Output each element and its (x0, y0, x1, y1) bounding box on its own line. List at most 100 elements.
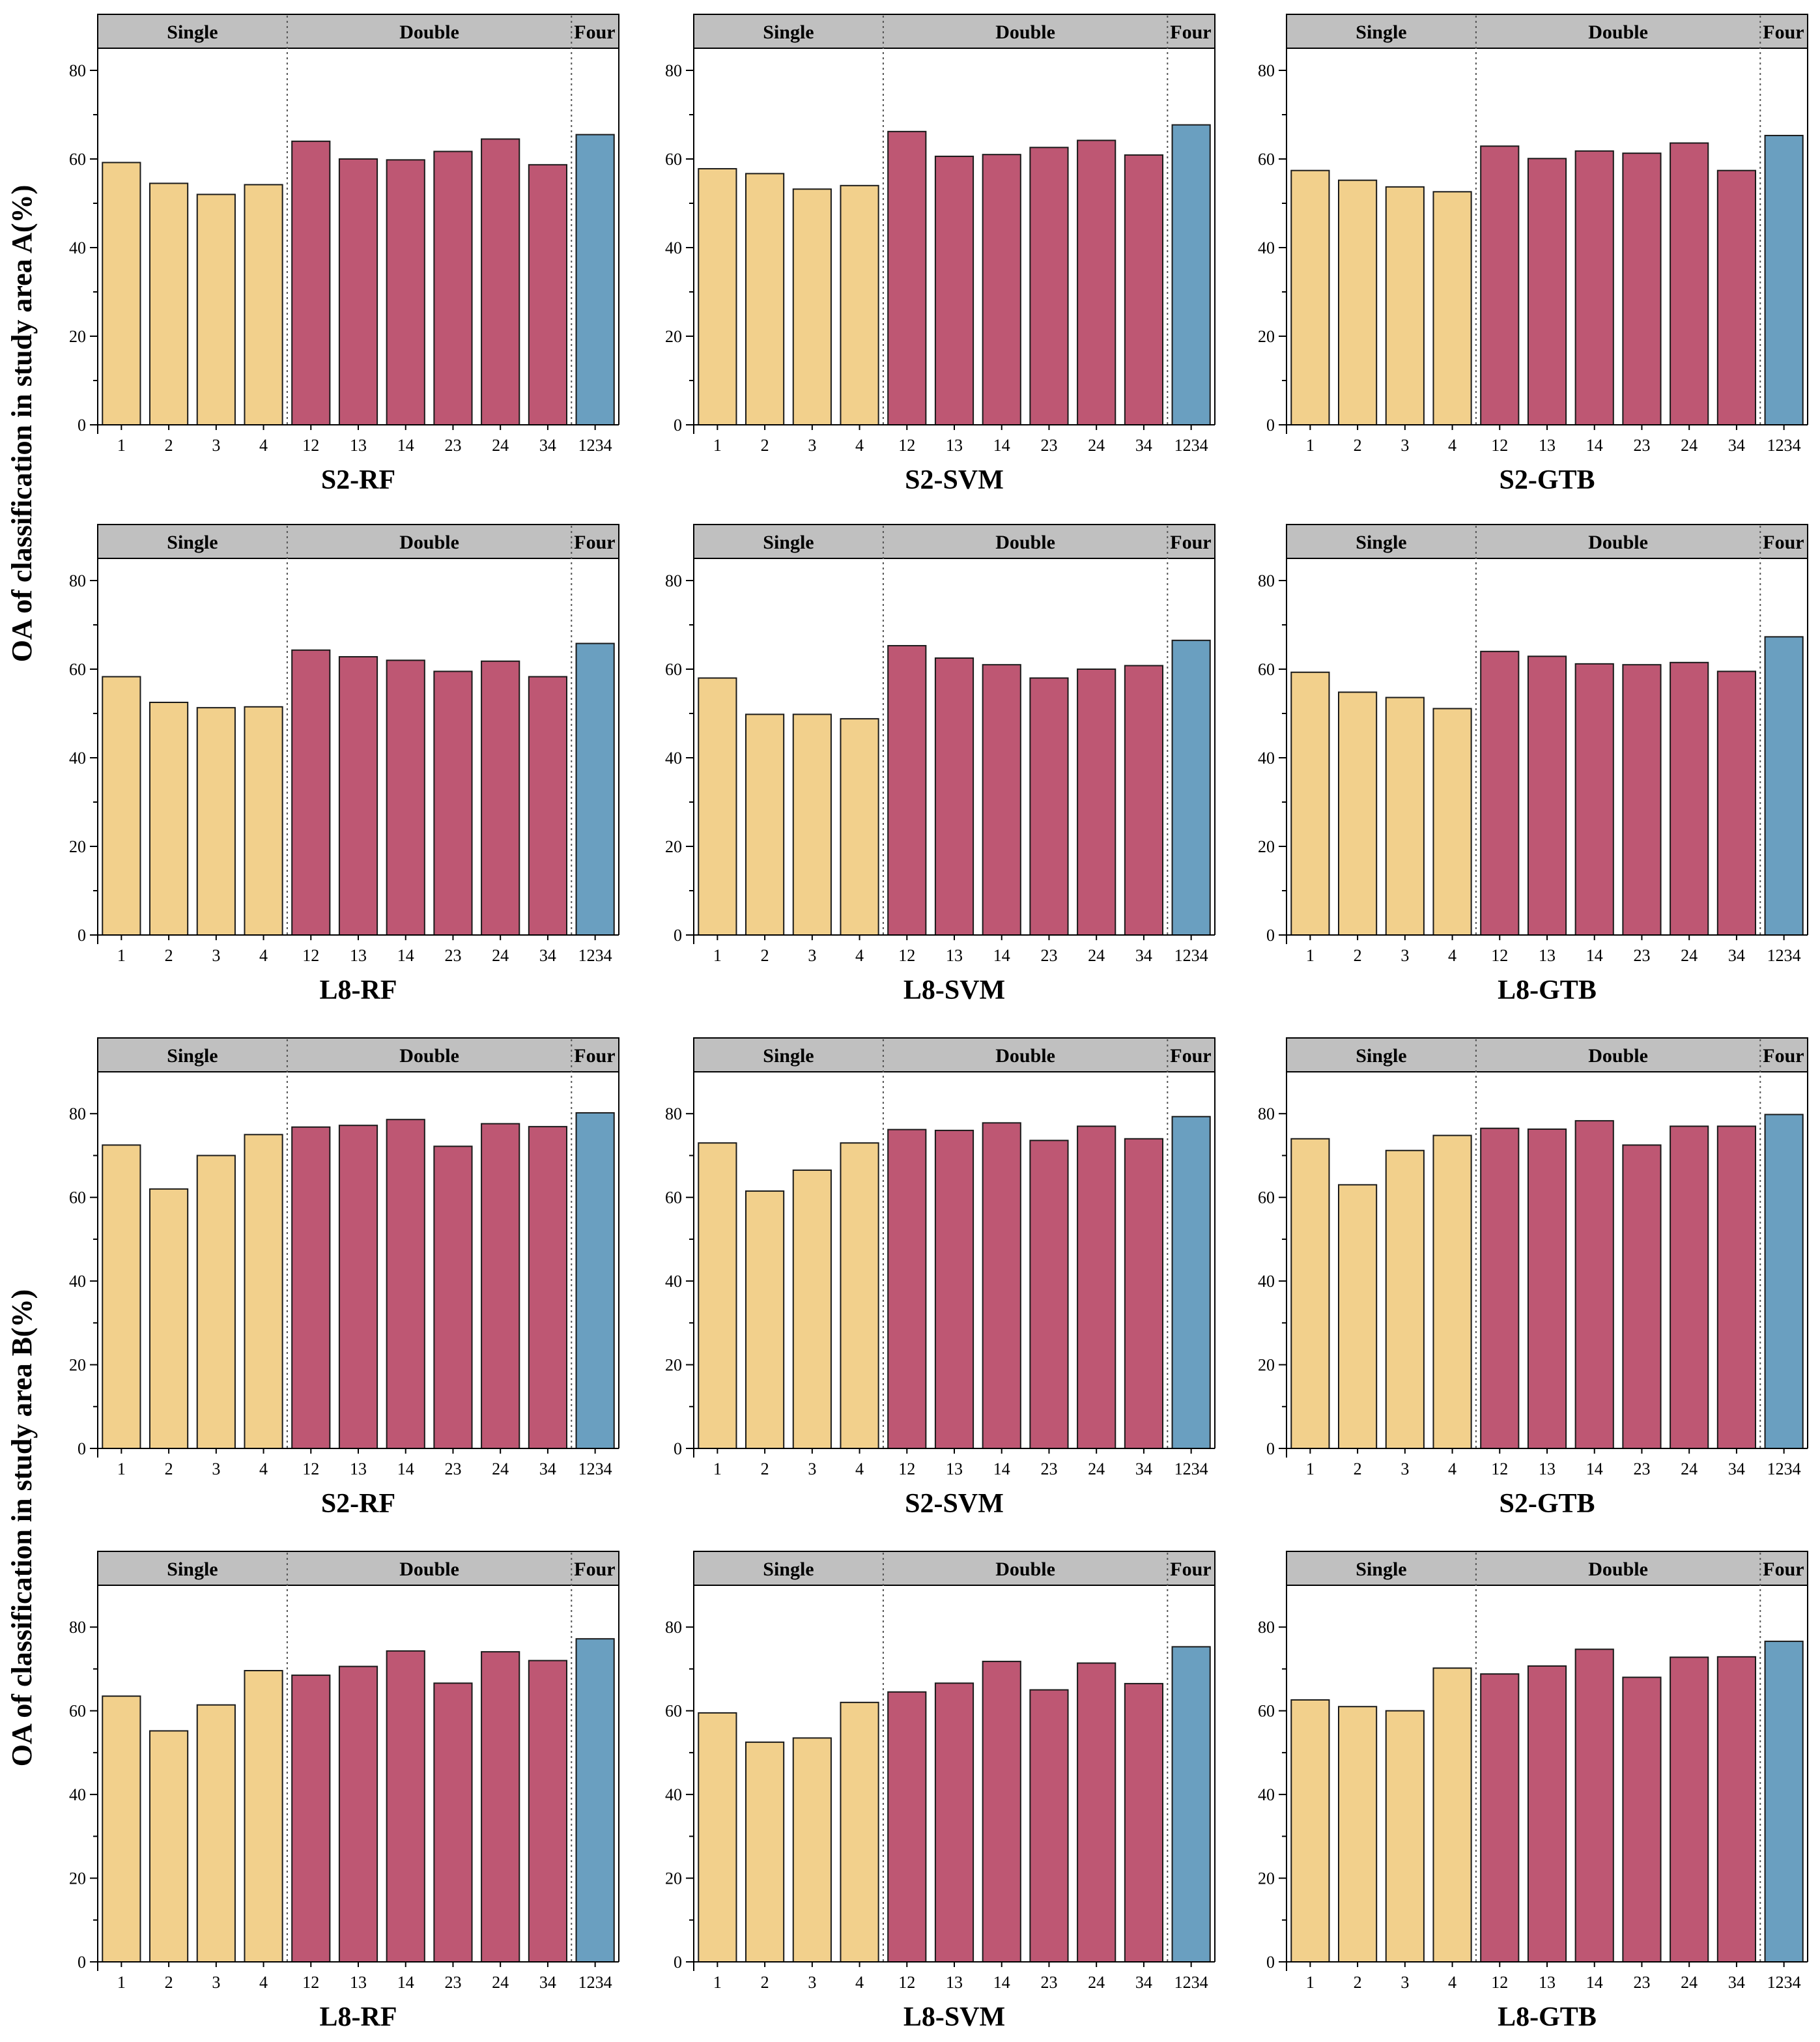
group-label-four: Four (1763, 1559, 1804, 1580)
group-label-double: Double (399, 22, 459, 43)
x-tick-label-2: 2 (1354, 946, 1362, 965)
panel-title: S2-RF (321, 465, 395, 495)
x-tick-label-4: 4 (259, 436, 268, 455)
bar-23 (433, 670, 473, 936)
bar-34 (1124, 154, 1164, 425)
x-tick-label-2: 2 (761, 1460, 769, 1478)
group-header-strip (97, 1551, 619, 1586)
bar-14 (1574, 1648, 1614, 1963)
x-tick-label-1234: 1234 (578, 1460, 612, 1478)
x-tick-label-14: 14 (993, 1460, 1010, 1478)
y-tick-label: 40 (69, 238, 86, 257)
bar-3 (1385, 1710, 1425, 1963)
y-tick-label: 80 (1258, 1618, 1275, 1637)
x-tick-label-1: 1 (713, 946, 722, 965)
bar-34 (528, 164, 567, 425)
bar-1 (698, 677, 737, 936)
x-tick-label-4: 4 (259, 1973, 268, 1992)
x-tick-label-3: 3 (212, 1973, 220, 1992)
bar-14 (1574, 663, 1614, 936)
group-label-four: Four (1170, 1045, 1211, 1067)
bar-3 (792, 1169, 832, 1450)
bar-1234 (575, 134, 615, 425)
x-tick-label-1: 1 (117, 436, 126, 455)
bar-23 (1622, 1676, 1662, 1963)
x-tick-label-34: 34 (1728, 1973, 1745, 1992)
x-tick-label-24: 24 (1088, 946, 1105, 965)
x-tick-label-1234: 1234 (1767, 1973, 1801, 1992)
bar-34 (1716, 1125, 1756, 1449)
x-tick-label-14: 14 (397, 946, 414, 965)
y-tick-label: 60 (665, 1702, 682, 1721)
y-tick-label: 0 (1266, 416, 1275, 435)
bar-12 (887, 130, 927, 425)
x-tick-label-3: 3 (1401, 436, 1409, 455)
y-tick-label: 80 (69, 1618, 86, 1637)
x-tick-label-24: 24 (1088, 1460, 1105, 1478)
panel-title: S2-GTB (1499, 465, 1595, 495)
group-label-single: Single (167, 22, 218, 43)
bar-1234 (1764, 636, 1804, 936)
x-tick-label-4: 4 (259, 946, 268, 965)
x-tick-label-23: 23 (1633, 436, 1650, 455)
panel-title: S2-RF (321, 1489, 395, 1519)
y-tick-label: 60 (69, 660, 86, 679)
bar-24 (481, 138, 520, 425)
x-tick-label-4: 4 (1448, 1973, 1457, 1992)
group-label-single: Single (1356, 1045, 1406, 1067)
group-label-single: Single (1356, 532, 1406, 553)
x-tick-label-23: 23 (1633, 1973, 1650, 1992)
y-axis-label-study-area-a: OA of classification in study area A(%) (6, 185, 38, 663)
bar-2 (149, 1730, 189, 1963)
group-header-strip (97, 14, 619, 49)
x-tick-label-13: 13 (946, 1460, 963, 1478)
x-tick-label-4: 4 (855, 1460, 864, 1478)
x-tick-label-3: 3 (808, 1460, 816, 1478)
y-tick-label: 20 (1258, 837, 1275, 856)
bar-1234 (1764, 1641, 1804, 1963)
bar-2 (149, 702, 189, 936)
bar-24 (481, 1123, 520, 1449)
y-tick-label: 40 (69, 1272, 86, 1291)
y-tick-label: 20 (69, 1356, 86, 1375)
bar-2 (745, 173, 785, 425)
y-tick-label: 40 (665, 749, 682, 768)
bar-24 (1670, 142, 1709, 426)
bar-3 (1385, 186, 1425, 425)
bar-24 (1077, 1662, 1116, 1963)
y-tick-label: 20 (665, 1869, 682, 1888)
group-header-strip (97, 1037, 619, 1072)
x-tick-label-23: 23 (1633, 1460, 1650, 1478)
x-tick-label-3: 3 (212, 436, 220, 455)
group-label-four: Four (574, 532, 615, 553)
x-tick-label-12: 12 (302, 946, 319, 965)
y-tick-label: 20 (1258, 1356, 1275, 1375)
bar-24 (1077, 139, 1116, 425)
y-tick-label: 0 (78, 1439, 86, 1458)
bar-12 (1480, 1127, 1520, 1449)
x-tick-label-34: 34 (539, 1973, 556, 1992)
x-tick-label-1234: 1234 (1174, 1460, 1208, 1478)
x-tick-label-2: 2 (761, 1973, 769, 1992)
x-tick-label-24: 24 (492, 946, 509, 965)
x-tick-label-12: 12 (1491, 1460, 1508, 1478)
x-tick-label-34: 34 (1728, 1460, 1745, 1478)
bar-3 (196, 1704, 236, 1963)
group-header-strip (1286, 14, 1808, 49)
bar-14 (982, 154, 1021, 425)
bar-12 (291, 1675, 331, 1963)
y-tick-label: 20 (665, 327, 682, 346)
bar-1234 (1171, 639, 1211, 936)
group-header-strip (1286, 1551, 1808, 1586)
x-tick-label-13: 13 (1539, 436, 1556, 455)
x-tick-label-24: 24 (1088, 1973, 1105, 1992)
bar-13 (338, 158, 378, 425)
y-tick-label: 60 (69, 1188, 86, 1207)
x-tick-label-3: 3 (808, 436, 816, 455)
bar-13 (934, 155, 974, 425)
x-tick-label-13: 13 (1539, 1460, 1556, 1478)
y-tick-label: 80 (1258, 1104, 1275, 1123)
x-tick-label-34: 34 (1135, 436, 1152, 455)
